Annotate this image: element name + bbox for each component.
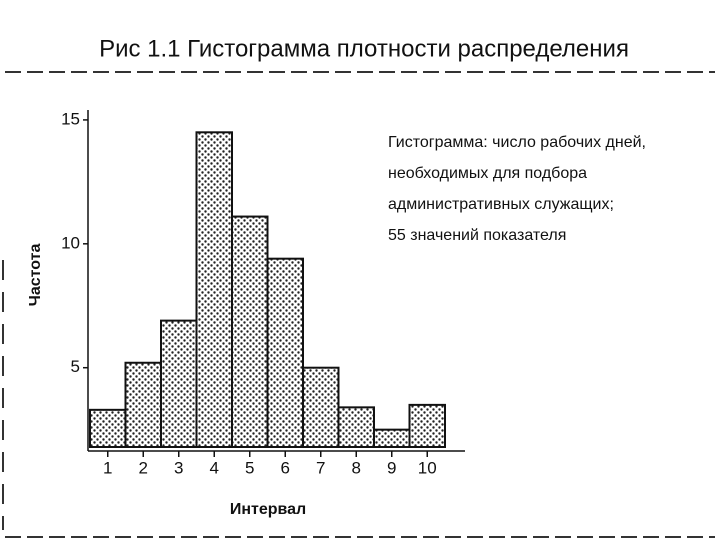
x-tick-label: 2 [139,458,148,477]
bar [89,408,127,448]
bar [337,406,375,448]
annotation-line: 55 значений показателя [388,227,566,244]
bar [408,403,446,448]
bar [160,319,198,448]
y-tick-label: 15 [61,109,80,128]
bar [231,215,269,448]
chart-title: Рис 1.1 Гистограмма плотности распределе… [99,35,629,62]
x-tick-label: 1 [103,458,112,477]
annotation-line: административных служащих; [388,196,614,213]
annotation-line: Гистограмма: число рабочих дней, [388,134,646,151]
x-tick-label: 4 [210,458,219,477]
bar [302,366,340,448]
bar [195,131,233,448]
y-axis-label: Частота [27,244,44,307]
x-axis-label: Интервал [230,501,306,518]
x-tick-label: 3 [174,458,183,477]
y-tick-label: 5 [71,357,80,376]
bar [266,257,304,449]
x-tick-label: 10 [418,458,437,477]
bar [124,361,162,448]
x-tick-label: 5 [245,458,254,477]
annotation: Гистограмма: число рабочих дней, необходи… [388,134,646,244]
x-tick-label: 7 [316,458,325,477]
y-tick-label: 10 [61,233,80,252]
x-tick-label: 6 [281,458,290,477]
bar [373,428,411,449]
x-tick-label: 9 [387,458,396,477]
x-tick-label: 8 [352,458,361,477]
annotation-line: необходимых для подбора [388,165,587,182]
